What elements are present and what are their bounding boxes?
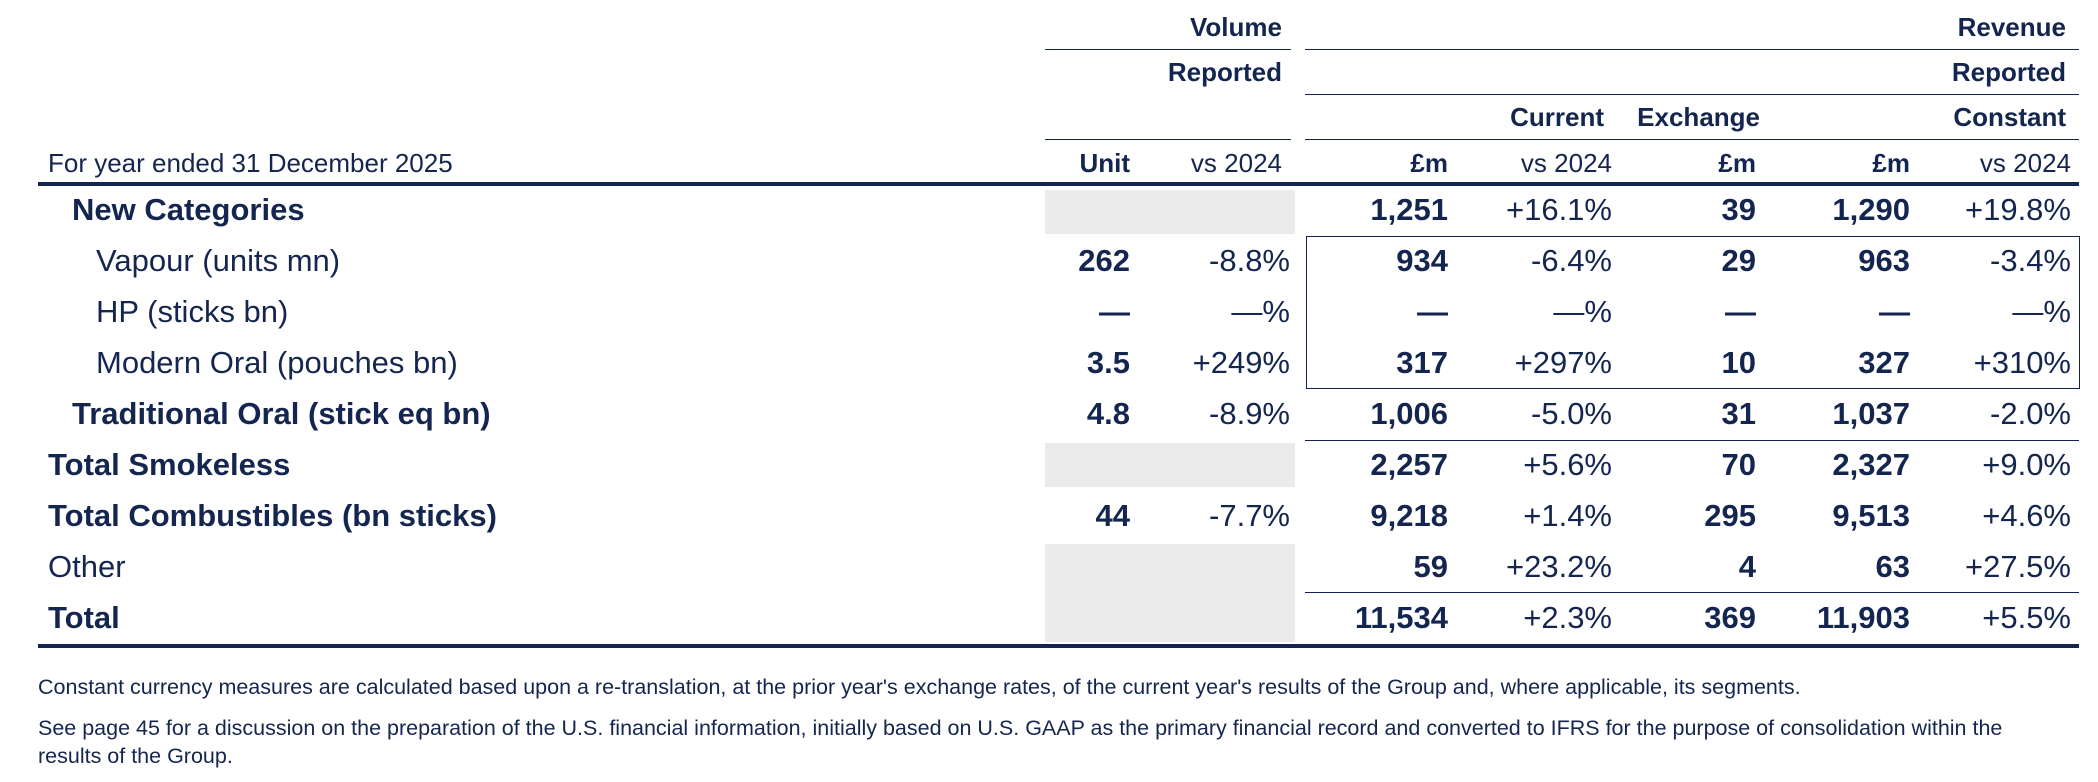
row-label-traditional-oral: Traditional Oral (stick eq bn) <box>72 396 491 431</box>
cell-unit: 262 <box>1078 243 1130 278</box>
cell-current-fm: 1,251 <box>1370 192 1448 227</box>
cell-exchange: 29 <box>1721 243 1756 278</box>
cell-unit: — <box>1099 294 1130 329</box>
current-fm-header: £m <box>1410 148 1448 178</box>
volume-subheader-rule <box>1045 139 1291 140</box>
cell-unit: 4.8 <box>1086 396 1130 431</box>
cell-current-vs: +23.2% <box>1505 549 1612 584</box>
cell-current-vs: +2.3% <box>1523 600 1612 635</box>
cell-constant-vs: +19.8% <box>1964 192 2071 227</box>
cell-exchange: 39 <box>1721 192 1756 227</box>
cell-volume-vs: —% <box>1231 294 1290 329</box>
cell-current-vs: -6.4% <box>1531 243 1612 278</box>
cell-exchange: 4 <box>1738 549 1756 584</box>
cell-current-vs: +297% <box>1514 345 1612 380</box>
cell-constant-fm: 1,037 <box>1832 396 1910 431</box>
cell-current-fm: 934 <box>1396 243 1448 278</box>
revenue-reported-rule <box>1305 94 2079 95</box>
cell-exchange: 295 <box>1704 498 1756 533</box>
volume-reported-header: Reported <box>1167 57 1282 87</box>
cell-constant-vs: -2.0% <box>1990 396 2071 431</box>
cell-unit: 44 <box>1095 498 1130 533</box>
cell-constant-fm: 327 <box>1858 345 1910 380</box>
cell-constant-fm: 9,513 <box>1832 498 1910 533</box>
row-label-modern-oral: Modern Oral (pouches bn) <box>96 345 458 380</box>
cell-current-fm: 11,534 <box>1354 600 1448 635</box>
subcategory-revenue-box <box>1306 236 2080 389</box>
cell-exchange: 70 <box>1721 447 1756 482</box>
cell-constant-fm: 63 <box>1875 549 1910 584</box>
cell-current-fm: 59 <box>1413 549 1448 584</box>
revenue-subheader-rule <box>1305 139 2079 140</box>
cell-current-vs: +16.1% <box>1505 192 1612 227</box>
cell-exchange: — <box>1725 294 1756 329</box>
cell-constant-vs: +4.6% <box>1982 498 2071 533</box>
revenue-header-rule <box>1305 49 2079 50</box>
cell-current-fm: 317 <box>1396 345 1448 380</box>
cell-current-vs: +5.6% <box>1523 447 1612 482</box>
cell-volume-vs: -7.7% <box>1209 498 1290 533</box>
cell-unit: 3.5 <box>1086 345 1130 380</box>
exchange-header: Exchange <box>1637 102 1760 132</box>
cell-constant-vs: —% <box>2012 294 2071 329</box>
cell-volume-vs: -8.8% <box>1209 243 1290 278</box>
cell-exchange: 369 <box>1704 600 1756 635</box>
volume-header: Volume <box>1190 12 1282 42</box>
revenue-reported-header: Reported <box>1951 57 2066 87</box>
cell-constant-vs: +5.5% <box>1982 600 2071 635</box>
cell-exchange: 10 <box>1721 345 1756 380</box>
row-label-total: Total <box>48 600 120 635</box>
shaded-cell-total-smokeless <box>1045 443 1295 487</box>
current-header: Current <box>1510 102 1604 132</box>
cell-current-vs: —% <box>1553 294 1612 329</box>
row-label-new-categories: New Categories <box>72 192 305 227</box>
current-vs-header: vs 2024 <box>1520 148 1612 178</box>
constant-fm-header: £m <box>1872 148 1910 178</box>
cell-constant-vs: +310% <box>1973 345 2071 380</box>
footnote-constant-currency: Constant currency measures are calculate… <box>38 675 1801 699</box>
row-label-hp: HP (sticks bn) <box>96 294 289 329</box>
row-label-total-smokeless: Total Smokeless <box>48 447 291 482</box>
other-rule <box>1305 592 2079 593</box>
cell-constant-fm: 1,290 <box>1832 192 1910 227</box>
volume-header-rule <box>1045 49 1291 50</box>
header-bottom-rule <box>38 182 2079 186</box>
cell-constant-fm: 11,903 <box>1816 600 1910 635</box>
cell-volume-vs: -8.9% <box>1209 396 1290 431</box>
constant-header: Constant <box>1953 102 2066 132</box>
volume-vs-header: vs 2024 <box>1190 148 1282 178</box>
cell-current-vs: -5.0% <box>1531 396 1612 431</box>
cell-exchange: 31 <box>1721 396 1756 431</box>
cell-constant-vs: +9.0% <box>1982 447 2071 482</box>
period-label: For year ended 31 December 2025 <box>48 148 453 178</box>
row-label-total-combustibles: Total Combustibles (bn sticks) <box>48 498 497 533</box>
constant-vs-header: vs 2024 <box>1979 148 2071 178</box>
cell-current-fm: 9,218 <box>1370 498 1448 533</box>
shaded-cell-other-total <box>1045 544 1295 642</box>
cell-constant-fm: — <box>1879 294 1910 329</box>
cell-constant-vs: +27.5% <box>1964 549 2071 584</box>
cell-current-vs: +1.4% <box>1523 498 1612 533</box>
exchange-fm-header: £m <box>1718 148 1756 178</box>
shaded-cell-new-categories <box>1045 190 1295 234</box>
row-label-other: Other <box>48 549 126 584</box>
footnote-us-financial-info: See page 45 for a discussion on the prep… <box>38 716 2003 768</box>
row-label-vapour: Vapour (units mn) <box>96 243 341 278</box>
cell-current-fm: 2,257 <box>1370 447 1448 482</box>
cell-constant-fm: 963 <box>1858 243 1910 278</box>
table-bottom-rule <box>38 644 2079 648</box>
cell-volume-vs: +249% <box>1192 345 1290 380</box>
revenue-header: Revenue <box>1957 12 2066 42</box>
cell-constant-fm: 2,327 <box>1832 447 1910 482</box>
cell-constant-vs: -3.4% <box>1990 243 2071 278</box>
unit-header: Unit <box>1079 148 1130 178</box>
cell-current-fm: 1,006 <box>1370 396 1448 431</box>
traditional-oral-rule <box>1305 440 2079 441</box>
cell-current-fm: — <box>1417 294 1448 329</box>
